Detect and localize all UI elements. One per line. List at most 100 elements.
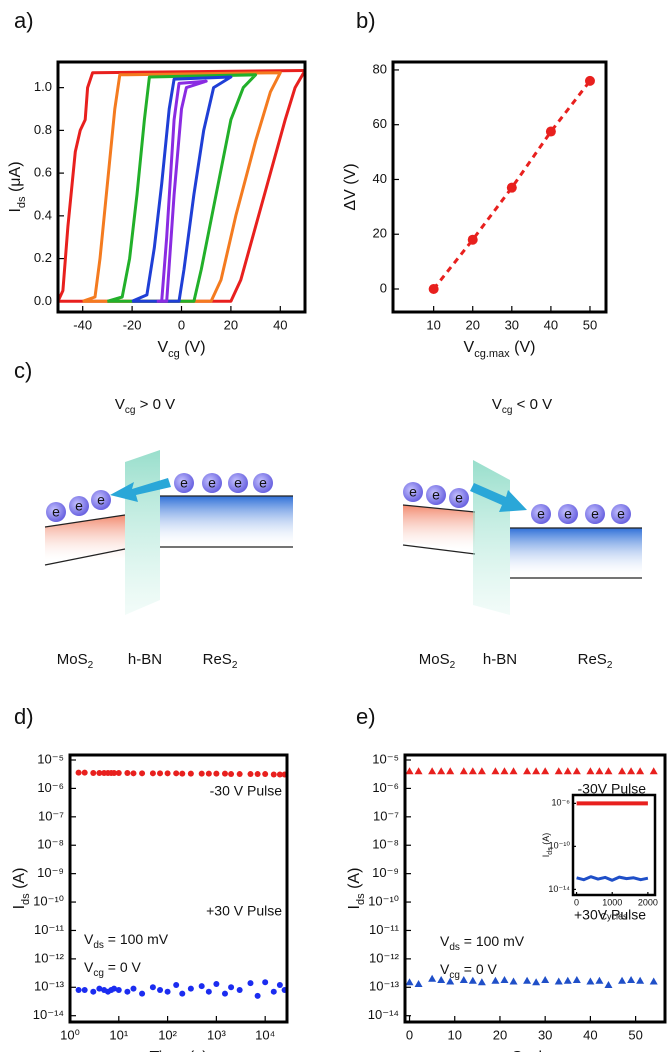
point (270, 988, 277, 995)
point (75, 987, 82, 994)
plot-frame (56, 60, 307, 314)
point (262, 979, 269, 986)
panel-label: b) (356, 8, 376, 33)
y-tick-label: 10⁻⁵ (37, 751, 64, 766)
point (405, 767, 414, 775)
panel-label: e) (356, 704, 376, 729)
point (124, 769, 131, 776)
label-part: (V) (510, 339, 536, 356)
electron (46, 502, 66, 522)
x-tick-label: 10 (426, 317, 440, 332)
point (491, 767, 500, 775)
x-tick-label: 0 (574, 897, 579, 907)
electron-label: e (432, 487, 440, 503)
y-tick-label: 0.8 (34, 122, 52, 137)
point (228, 984, 235, 991)
x-axis-label: Vcg.max (V) (464, 339, 536, 360)
chart: 10⁰ 10¹ 10² 10³ 10⁴ 10⁻¹⁴ 10⁻¹³ 10⁻¹² 10⁻¹¹ 10⁻¹⁰… (14, 704, 289, 1042)
y-tick-label: 10⁻⁷ (373, 808, 399, 823)
point (500, 976, 509, 984)
point (124, 988, 131, 995)
point (500, 767, 509, 775)
condition-label: Vcg > 0 V (115, 396, 175, 416)
layer-label: h-BN (128, 651, 162, 668)
point (139, 770, 146, 777)
point (149, 770, 156, 777)
electron-label: e (455, 490, 463, 506)
label-part: > 0 V (135, 396, 175, 413)
layer-label: h-BN (483, 651, 517, 668)
point (604, 767, 613, 775)
electron-label: e (409, 484, 417, 500)
electron-label: e (234, 475, 242, 491)
y-tick-label: 40 (373, 171, 387, 186)
series-line (576, 875, 649, 882)
point (111, 769, 118, 776)
y-axis-label: ΔV (V) (342, 163, 359, 210)
point (636, 976, 645, 984)
label-part: 2 (232, 660, 238, 671)
point (276, 771, 283, 778)
y-tick-label: 10⁻¹¹ (34, 922, 65, 937)
label-part: I (11, 905, 28, 909)
y-tick-label: 10⁻⁵ (372, 751, 399, 766)
point (586, 977, 595, 985)
chart: 0 10 20 30 40 50 10⁻¹⁴ 10⁻¹³ 10⁻¹² 10⁻¹¹ 10⁻¹⁰ 10⁻⁹… (356, 704, 667, 1042)
electron-label: e (75, 498, 83, 514)
label-part: V (440, 933, 450, 949)
mos2-band (45, 515, 125, 560)
plot-area (75, 769, 287, 999)
res2-band (160, 496, 293, 546)
series-line (58, 69, 305, 303)
y-tick-label: 20 (373, 226, 387, 241)
layer-label: ReS2 (578, 651, 613, 671)
point (164, 988, 171, 995)
plot-area (428, 75, 595, 294)
point (437, 767, 446, 775)
plot-frame (571, 793, 657, 897)
y-tick-label: 10⁻¹⁴ (548, 884, 570, 894)
y-tick-label: 10⁻¹³ (34, 979, 65, 994)
point (649, 767, 658, 775)
point (563, 767, 572, 775)
plot-frame (391, 60, 608, 314)
label-part: cg (449, 970, 460, 981)
panel-label: d) (14, 704, 34, 729)
point (254, 992, 261, 999)
series-line (156, 79, 208, 303)
x-axis-label: Cycles (600, 911, 628, 921)
point (213, 770, 220, 777)
point (187, 985, 194, 992)
y-tick-label: 10⁻⁷ (38, 808, 64, 823)
label-part: = 0 V (104, 959, 142, 975)
point (459, 976, 468, 984)
point (563, 976, 572, 984)
point (618, 767, 627, 775)
label-part: = 0 V (460, 961, 498, 977)
label-part: V (84, 959, 94, 975)
x-tick-label: 30 (505, 317, 519, 332)
label-part: ds (449, 942, 460, 953)
point (90, 988, 97, 995)
x-tick-label: 40 (544, 317, 558, 332)
point (554, 767, 563, 775)
point (554, 977, 563, 985)
point (428, 283, 439, 294)
point (115, 987, 122, 994)
plot-area (576, 801, 649, 882)
y-tick-label: 0.0 (34, 293, 52, 308)
y-tick-label: 10⁻¹⁰ (549, 841, 571, 851)
point (477, 767, 486, 775)
label-part: V (492, 396, 502, 413)
x-tick-label: 10 (448, 1027, 462, 1042)
point (467, 234, 478, 245)
label-part: (A) (541, 833, 551, 848)
annotation: Vds = 100 mV (84, 931, 169, 951)
x-tick-label: 40 (583, 1027, 597, 1042)
point (276, 982, 283, 989)
point (405, 978, 414, 986)
x-tick-label: 20 (493, 1027, 507, 1042)
y-axis-label: Ids (A) (11, 868, 32, 910)
label-part: h-BN (483, 651, 517, 668)
layer-label: ReS2 (203, 651, 238, 671)
